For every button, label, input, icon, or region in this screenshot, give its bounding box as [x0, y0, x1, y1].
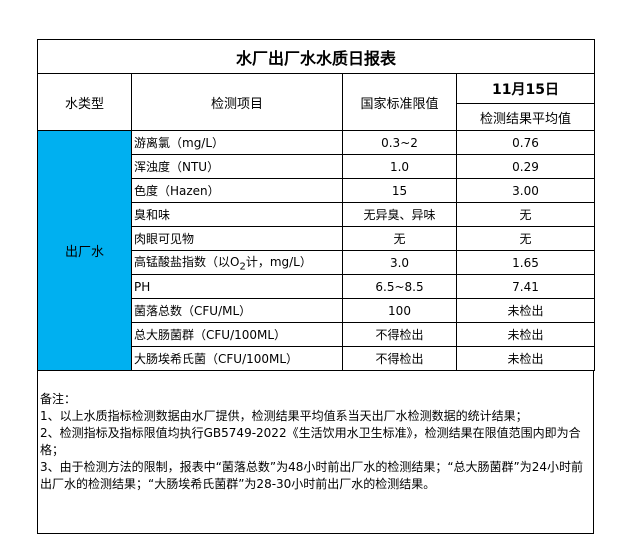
result-cell: 7.41 [455, 274, 596, 299]
header-standard: 国家标准限值 [342, 73, 457, 131]
table-row: 色度（Hazen） 15 3.00 [38, 178, 596, 203]
result-cell: 3.00 [455, 178, 596, 203]
result-cell: 未检出 [455, 346, 596, 371]
standard-cell: 不得检出 [342, 346, 457, 371]
standard-cell: 无 [342, 226, 457, 251]
result-cell: 未检出 [455, 298, 596, 323]
item-cell: 总大肠菌群（CFU/100ML） [131, 322, 343, 347]
table-row: 臭和味 无异臭、异味无 [38, 202, 596, 227]
table-row: 菌落总数（CFU/ML） 100 未检出 [38, 298, 596, 323]
standard-cell: 无异臭、异味 [342, 202, 457, 227]
item-cell: 浑浊度（NTU） [131, 154, 343, 179]
table-row: 肉眼可见物无无 [38, 226, 596, 251]
table-row: 大肠埃希氏菌（CFU/100ML） 不得检出 未检出 [38, 346, 596, 371]
report-title: 水厂出厂水水质日报表 [36, 39, 596, 74]
water-type-cell: 出厂水 [37, 130, 132, 371]
table-row: 浑浊度（NTU） 1.0 0.29 [38, 154, 596, 179]
item-text: 计，mg/L） [245, 254, 312, 269]
notes: 备注： 1、以上水质指标检测数据由水厂提供，检测结果平均值系当天出厂水检测数据的… [37, 371, 594, 534]
item-cell: 肉眼可见物 [131, 226, 343, 251]
result-cell: 0.29 [455, 154, 596, 179]
note-line: 3、由于检测方法的限制，报表中“菌落总数”为48小时前出厂水的检测结果；“总大肠… [40, 460, 584, 491]
note-line: 1、以上水质指标检测数据由水厂提供，检测结果平均值系当天出厂水检测数据的统计结果… [40, 409, 528, 423]
result-cell: 无 [455, 202, 596, 227]
item-cell: 色度（Hazen） [131, 178, 343, 203]
header-result: 检测结果平均值 [455, 103, 596, 131]
item-cell: 高锰酸盐指数（以O2计，mg/L） [131, 250, 343, 275]
standard-cell: 100 [342, 298, 457, 323]
standard-cell: 1.0 [342, 154, 457, 179]
table-row: 高锰酸盐指数（以O2计，mg/L） 3.0 1.65 [38, 250, 596, 275]
header-item: 检测项目 [131, 73, 343, 131]
result-cell: 1.65 [455, 250, 596, 275]
standard-cell: 6.5~8.5 [342, 274, 457, 299]
result-cell: 0.76 [455, 130, 596, 155]
item-subscript: 2 [239, 261, 246, 273]
header-date: 11月15日 [455, 73, 596, 104]
note-line: 2、检测指标及指标限值均执行GB5749-2022《生活饮用水卫生标准》，检测结… [40, 426, 581, 457]
standard-cell: 3.0 [342, 250, 457, 275]
table-row: 出厂水 游离氯（mg/L） 0.3~2 0.76 [37, 130, 596, 371]
result-cell: 无 [455, 226, 596, 251]
item-cell: 菌落总数（CFU/ML） [131, 298, 343, 323]
water-quality-table: 水厂出厂水水质日报表 水类型 检测项目 国家标准限值 11月15日 检测结果平均… [36, 39, 596, 371]
notes-label: 备注： [40, 392, 77, 406]
header-type: 水类型 [37, 73, 132, 131]
item-cell: 大肠埃希氏菌（CFU/100ML） [131, 346, 343, 371]
standard-cell: 不得检出 [342, 322, 457, 347]
item-cell: 游离氯（mg/L） [131, 130, 343, 155]
item-cell: 臭和味 [131, 202, 343, 227]
item-text: 高锰酸盐指数（以O [134, 254, 240, 269]
report: 水厂出厂水水质日报表 水类型 检测项目 国家标准限值 11月15日 检测结果平均… [36, 39, 596, 534]
standard-cell: 0.3~2 [342, 130, 457, 155]
item-cell: PH [131, 274, 343, 299]
result-cell: 未检出 [455, 322, 596, 347]
table-row: PH 6.5~8.5 7.41 [38, 274, 596, 299]
standard-cell: 15 [342, 178, 457, 203]
